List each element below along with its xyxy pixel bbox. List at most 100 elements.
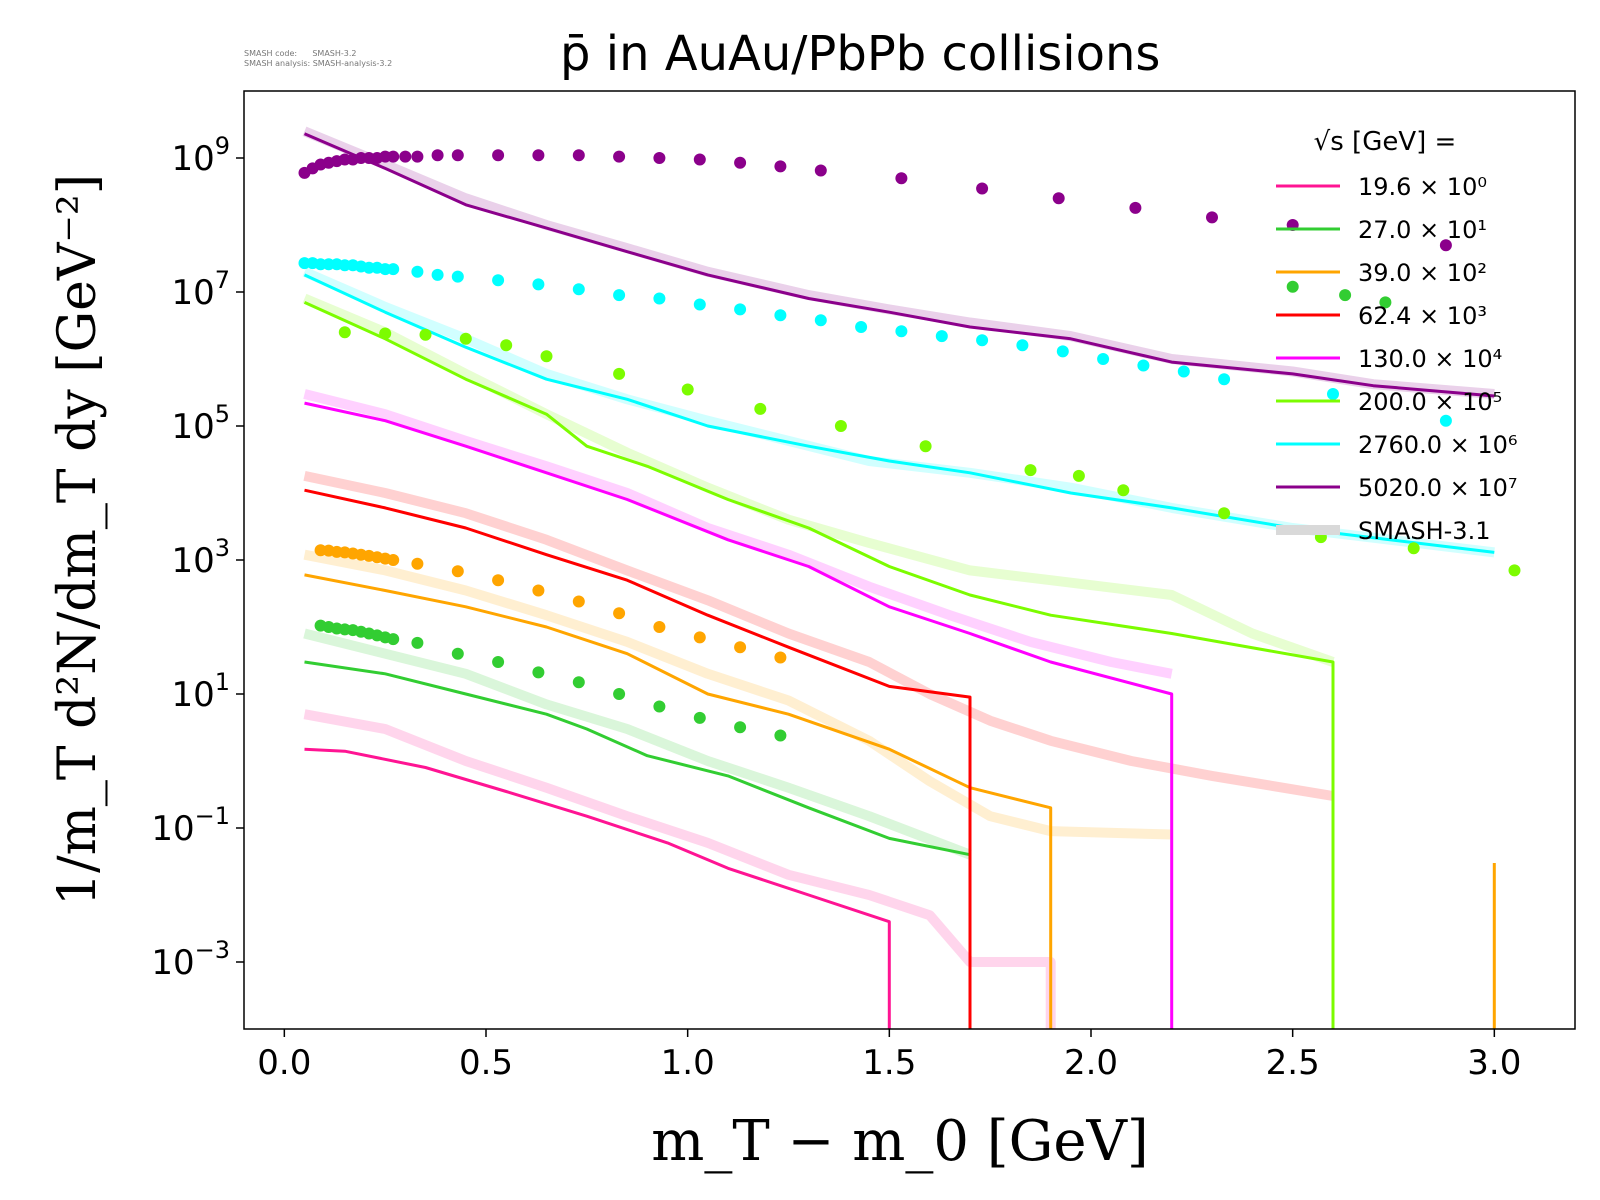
data-point-5-9 [834,420,847,432]
data-point-7-31 [1439,239,1452,252]
data-point-6-31 [1137,359,1150,372]
data-point-2-19 [774,651,787,664]
chart-title: p̄ in AuAu/PbPb collisions [560,26,1161,82]
data-point-7-27 [1052,192,1065,205]
data-point-2-10 [411,557,424,570]
data-point-7-21 [693,153,706,166]
data-point-6-14 [451,270,464,283]
data-point-5-4 [500,339,513,352]
data-point-2-13 [532,584,545,597]
legend: √s [GeV] = 19.6 × 10⁰ 27.0 × 10¹ 39.0 × 10²… [1276,127,1518,545]
data-point-5-7 [681,383,694,396]
data-point-1-22 [1379,296,1392,309]
legend-label-0: 19.6 × 10⁰ [1358,173,1487,201]
x-tick-label-1: 0.5 [459,1043,513,1083]
data-point-6-19 [653,292,666,305]
ref-line-7 [302,126,1495,399]
legend-label-5: 200.0 × 10⁵ [1358,388,1502,416]
legend-label-7: 5020.0 × 10⁷ [1358,474,1518,502]
series-line-1 [304,660,971,857]
data-point-6-16 [532,278,545,291]
series-line-7 [303,132,1495,398]
data-point-7-18 [572,149,585,162]
data-point-6-30 [1097,353,1110,365]
data-point-6-15 [492,274,505,287]
x-axis: 0.0 0.5 1.0 1.5 2.0 2.5 3.0 [257,1029,1521,1083]
ref-line-1 [303,628,972,860]
data-point-6-33 [1218,373,1231,386]
legend-label-reference: SMASH-3.1 [1358,517,1490,545]
data-point-6-12 [411,265,424,278]
data-point-6-35 [1439,414,1452,427]
data-point-5-8 [754,402,767,415]
data-point-1-16 [653,700,666,713]
data-point-6-20 [693,298,706,311]
watermark-code: SMASH code: SMASH-3.2 [244,49,357,58]
data-point-7-16 [492,149,505,162]
legend-label-3: 62.4 × 10³ [1358,302,1487,330]
data-point-5-5 [540,350,553,363]
data-point-5-12 [1072,469,1085,482]
series-line-5 [303,301,1335,1029]
y-tick-label-2: 105 [171,400,230,447]
data-point-5-1 [379,327,392,340]
legend-label-1: 27.0 × 10¹ [1358,216,1487,244]
data-point-7-13 [411,150,424,163]
legend-label-6: 2760.0 × 10⁶ [1358,431,1518,459]
watermark: SMASH code: SMASH-3.2 SMASH analysis: SMA… [244,49,392,69]
data-point-6-29 [1056,345,1069,358]
data-point-5-14 [1218,507,1231,520]
data-point-1-14 [572,676,585,689]
data-point-6-27 [976,334,989,347]
legend-label-2: 39.0 × 10² [1358,259,1487,287]
x-tick-label-5: 2.5 [1266,1043,1320,1083]
y-tick-label-4: 101 [171,668,230,715]
data-point-1-21 [1339,289,1352,302]
data-point-1-9 [387,633,400,646]
data-point-6-25 [895,325,908,338]
data-point-2-16 [653,621,666,633]
data-point-5-13 [1117,484,1130,497]
data-point-7-25 [895,172,908,185]
data-point-5-0 [338,326,351,339]
x-tick-label-6: 3.0 [1467,1043,1521,1083]
y-tick-label-1: 107 [171,266,230,313]
data-point-6-22 [774,309,787,322]
data-point-1-13 [532,666,545,679]
data-point-2-18 [734,641,747,654]
data-point-2-17 [693,631,706,644]
data-point-2-9 [387,554,400,566]
y-axis: 109 107 105 103 101 10−1 10−3 [151,132,244,983]
plot-area [298,126,1521,1029]
data-point-5-16 [1407,542,1420,555]
data-point-6-26 [935,330,948,343]
data-point-1-17 [693,711,706,724]
data-point-2-12 [492,574,505,587]
data-point-5-3 [459,332,472,345]
data-point-7-12 [399,150,412,163]
data-point-7-24 [814,164,827,177]
ref-line-0 [303,709,1056,1029]
data-point-6-32 [1177,365,1190,378]
data-point-6-18 [613,289,626,302]
data-point-6-17 [572,283,585,296]
data-point-1-15 [613,688,626,700]
data-point-5-17 [1508,564,1521,577]
y-tick-label-3: 103 [171,534,230,581]
data-point-1-12 [492,656,505,668]
series-line-0 [304,747,891,1029]
data-point-7-17 [532,149,545,162]
data-point-6-23 [814,314,827,327]
data-point-7-28 [1129,201,1142,214]
data-point-1-20 [1286,280,1299,293]
watermark-analysis: SMASH analysis: SMASH-analysis-3.2 [244,59,393,68]
ref-line-4 [303,389,1173,679]
x-tick-label-3: 1.5 [862,1043,916,1083]
data-point-6-13 [431,268,444,281]
data-point-5-6 [613,367,626,380]
series-line-3 [304,488,972,1029]
x-tick-label-2: 1.0 [661,1043,715,1083]
series-line-2 [304,573,1496,1029]
data-point-7-14 [431,149,444,162]
